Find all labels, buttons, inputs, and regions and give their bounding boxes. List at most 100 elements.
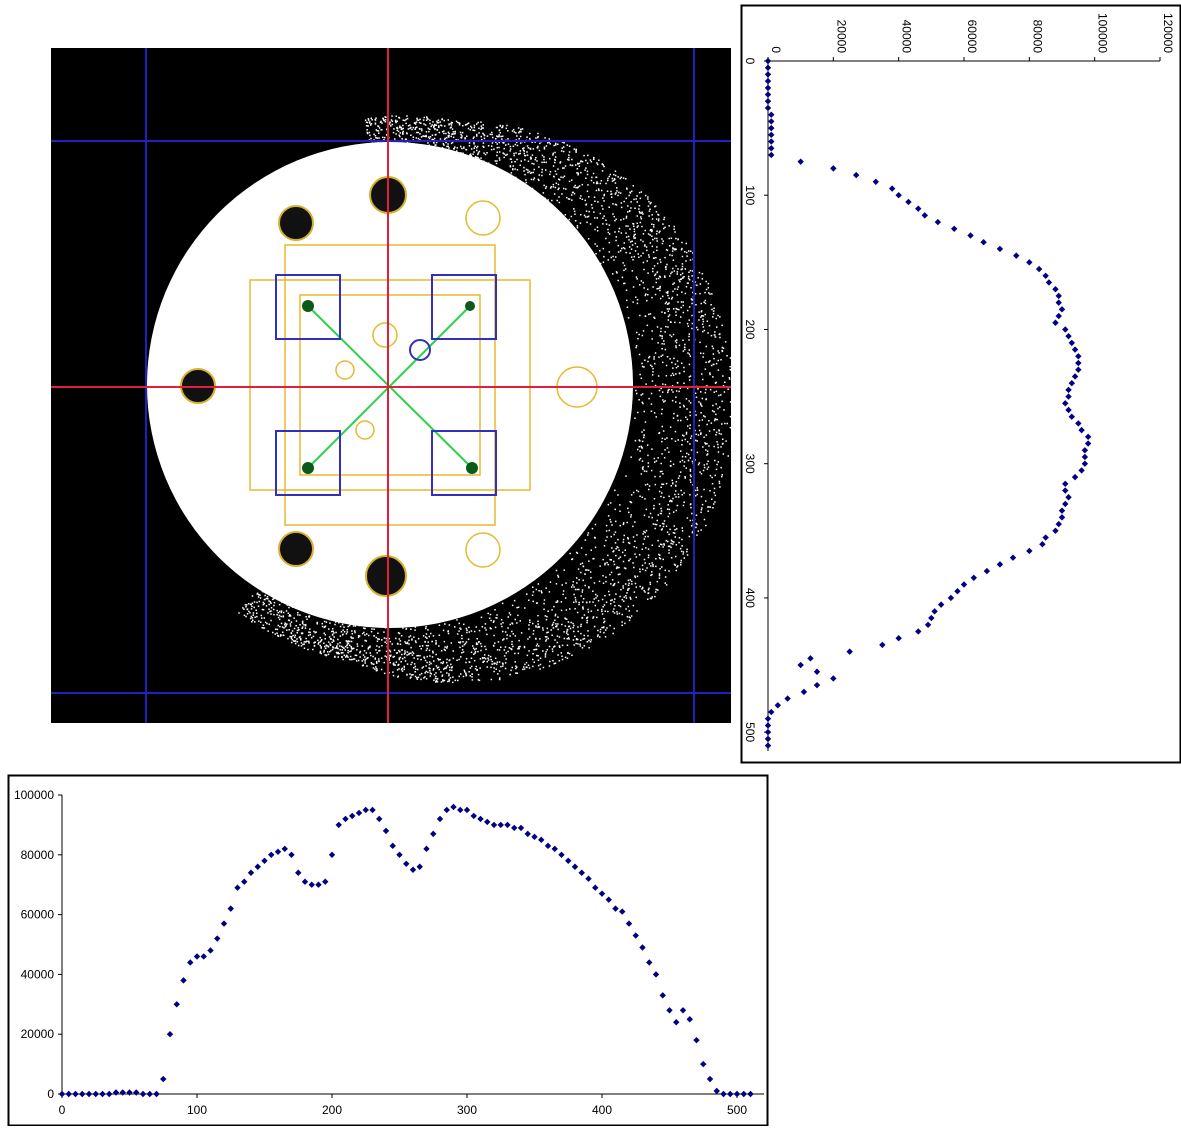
point <box>1058 514 1066 521</box>
point <box>915 628 922 635</box>
point <box>133 1089 140 1096</box>
point <box>1055 292 1062 300</box>
point <box>639 944 646 951</box>
point <box>146 1090 153 1098</box>
point <box>254 863 261 870</box>
point <box>872 178 879 186</box>
point <box>72 1090 79 1098</box>
point <box>531 833 538 841</box>
y-tick-label: 100000 <box>1096 13 1110 53</box>
point <box>1081 460 1089 467</box>
point <box>153 1090 160 1098</box>
x-tick-label: 400 <box>743 588 757 608</box>
point <box>727 1090 734 1098</box>
point <box>934 218 942 226</box>
point <box>1084 433 1092 441</box>
point <box>436 815 444 823</box>
point <box>1068 379 1075 387</box>
point <box>193 953 201 960</box>
chart-frame <box>740 4 1181 764</box>
scatter-chart: 0 20000 40000 60000 80000 100000 0 100 200 300 400… <box>14 788 764 1117</box>
point <box>65 1090 72 1098</box>
point <box>544 842 552 850</box>
fiducials <box>302 300 478 474</box>
point <box>517 824 525 832</box>
point <box>807 655 814 662</box>
x-tick-label: 100 <box>743 185 757 205</box>
x-tick-label: 200 <box>322 1103 342 1117</box>
point <box>301 878 309 885</box>
point <box>342 815 349 823</box>
point <box>1071 473 1079 481</box>
point <box>1062 487 1069 494</box>
point <box>768 145 775 152</box>
point <box>430 830 437 838</box>
point <box>85 1090 93 1098</box>
point <box>423 845 430 853</box>
point <box>764 735 772 743</box>
point <box>1065 393 1072 400</box>
point <box>1081 453 1089 461</box>
point <box>571 863 579 870</box>
point <box>1045 279 1053 286</box>
point <box>764 98 772 105</box>
y-tick-label: 120000 <box>1161 13 1175 53</box>
point <box>605 896 612 903</box>
point <box>693 1036 700 1044</box>
point <box>119 1089 126 1096</box>
point <box>565 857 572 864</box>
blue-crosshair <box>51 48 731 723</box>
point <box>764 84 772 92</box>
point <box>376 815 383 823</box>
point <box>764 728 772 736</box>
point <box>79 1090 86 1098</box>
point <box>1055 299 1062 306</box>
point <box>99 1090 106 1098</box>
chart-frame <box>7 774 769 1127</box>
point <box>666 1007 673 1014</box>
point <box>1062 326 1069 333</box>
point <box>139 1090 147 1098</box>
point <box>784 695 791 702</box>
point <box>1062 480 1069 488</box>
point <box>389 842 396 850</box>
point <box>220 920 228 927</box>
point <box>106 1090 113 1098</box>
point <box>720 1090 727 1098</box>
point <box>477 815 484 823</box>
point <box>322 878 329 885</box>
x-tick-label: 400 <box>592 1103 612 1117</box>
point <box>980 239 987 246</box>
point <box>1065 332 1072 340</box>
yellow-fixture <box>249 200 598 568</box>
point <box>328 851 336 858</box>
point <box>484 818 491 826</box>
point <box>1075 366 1082 373</box>
point <box>679 1007 687 1014</box>
point <box>764 715 772 722</box>
point <box>598 890 606 897</box>
point <box>187 959 194 966</box>
point <box>996 561 1004 568</box>
point <box>924 621 932 628</box>
point <box>247 869 255 876</box>
point <box>382 827 390 835</box>
point <box>1058 507 1066 514</box>
point <box>92 1090 99 1098</box>
point <box>490 821 498 829</box>
point <box>1058 306 1066 313</box>
point <box>1075 353 1082 360</box>
point <box>1065 386 1072 394</box>
point <box>578 869 585 876</box>
point <box>227 905 234 912</box>
x-tick-label: 300 <box>743 454 757 474</box>
point <box>768 118 775 125</box>
point <box>954 588 961 595</box>
point <box>915 205 922 212</box>
point <box>112 1089 120 1096</box>
point <box>1081 447 1089 454</box>
point <box>713 1087 720 1095</box>
point <box>797 158 804 165</box>
point <box>396 851 403 858</box>
